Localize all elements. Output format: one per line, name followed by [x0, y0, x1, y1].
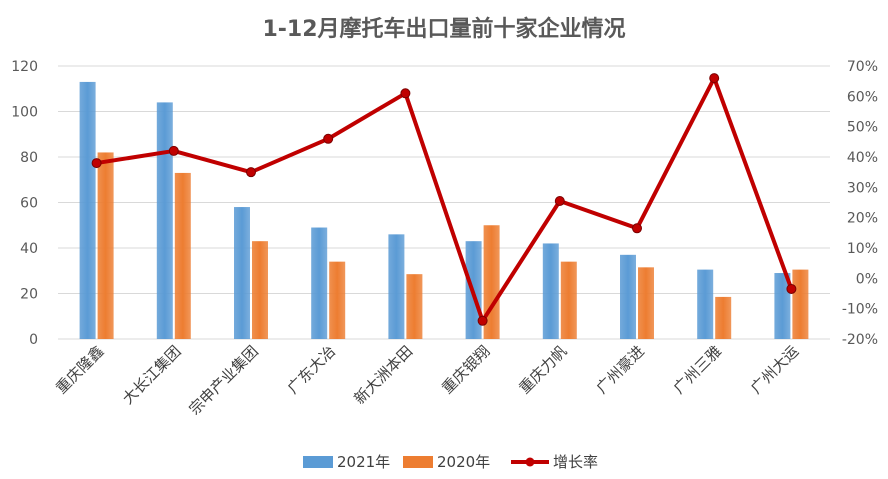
right-tick-label: 40% — [847, 150, 878, 166]
right-tick-label: 30% — [847, 180, 878, 196]
bar — [234, 207, 250, 339]
growth-point — [323, 133, 334, 144]
category-label: 重庆银翔 — [438, 342, 493, 397]
bar — [774, 273, 791, 339]
growth-point — [477, 315, 488, 326]
category-axis: 重庆隆鑫 大长江集团 宗申产业集团 广东大冶 新大洲本田 重庆银翔 重庆力帆 广州豪进 广州三雅… — [52, 342, 802, 418]
growth-line-layer — [91, 73, 797, 326]
legend-swatch — [303, 456, 333, 468]
category-label: 宗申产业集团 — [185, 342, 261, 418]
bar — [560, 261, 577, 339]
category-label: 广州三雅 — [670, 342, 725, 397]
bar — [715, 296, 732, 339]
growth-point — [400, 88, 411, 99]
left-tick-label: 40 — [20, 241, 38, 257]
legend-label: 2020年 — [437, 453, 490, 471]
right-tick-label: 10% — [847, 241, 878, 257]
right-tick-label: 20% — [847, 211, 878, 227]
left-axis: 0 20 40 60 80 100 120 — [11, 59, 38, 348]
category-label: 广东大冶 — [284, 342, 339, 397]
category-label: 大长江集团 — [119, 342, 185, 408]
bar — [97, 152, 114, 339]
right-axis: -20% -10% 0% 10% 20% 30% 40% 50% 60% 70% — [842, 59, 878, 348]
legend-label: 增长率 — [553, 453, 598, 471]
bar — [79, 81, 96, 340]
legend-label: 2021年 — [337, 453, 390, 471]
bar — [406, 274, 423, 339]
growth-point — [632, 223, 642, 234]
right-tick-label: 70% — [847, 59, 878, 75]
bar — [174, 172, 191, 339]
category-label: 重庆隆鑫 — [52, 342, 107, 397]
right-tick-label: -10% — [842, 302, 878, 318]
bar — [329, 261, 346, 339]
bars-layer — [79, 81, 809, 340]
right-tick-label: 60% — [847, 89, 878, 105]
legend-swatch — [403, 456, 433, 468]
category-label: 广州大运 — [747, 342, 802, 397]
bar — [620, 254, 636, 339]
category-label: 广州豪进 — [593, 342, 648, 397]
category-label: 新大洲本田 — [350, 342, 416, 408]
left-tick-label: 0 — [29, 332, 38, 348]
chart-title: 1-12月摩托车出口量前十家企业情况 — [262, 16, 625, 42]
bar — [542, 243, 559, 339]
category-label: 重庆力帆 — [515, 342, 570, 397]
bar — [638, 267, 654, 339]
growth-line — [96, 76, 794, 323]
right-tick-label: 0% — [856, 271, 878, 287]
legend-marker — [525, 457, 535, 467]
left-tick-label: 100 — [11, 105, 38, 121]
bar — [156, 102, 173, 340]
growth-point — [91, 158, 102, 169]
growth-point — [246, 167, 256, 178]
left-tick-label: 120 — [11, 59, 38, 75]
bar — [697, 269, 714, 339]
growth-point — [709, 73, 720, 84]
growth-point — [786, 283, 797, 294]
right-tick-label: -20% — [842, 332, 878, 348]
legend: 2021年 2020年 增长率 — [303, 453, 598, 471]
bar — [252, 241, 268, 339]
right-tick-label: 50% — [847, 120, 878, 136]
growth-point — [168, 145, 179, 156]
bar — [792, 269, 809, 339]
left-tick-label: 80 — [20, 150, 38, 166]
left-tick-label: 20 — [20, 287, 38, 303]
bar — [311, 227, 328, 339]
left-tick-label: 60 — [20, 196, 38, 212]
growth-point — [554, 195, 565, 206]
bar — [388, 234, 405, 339]
